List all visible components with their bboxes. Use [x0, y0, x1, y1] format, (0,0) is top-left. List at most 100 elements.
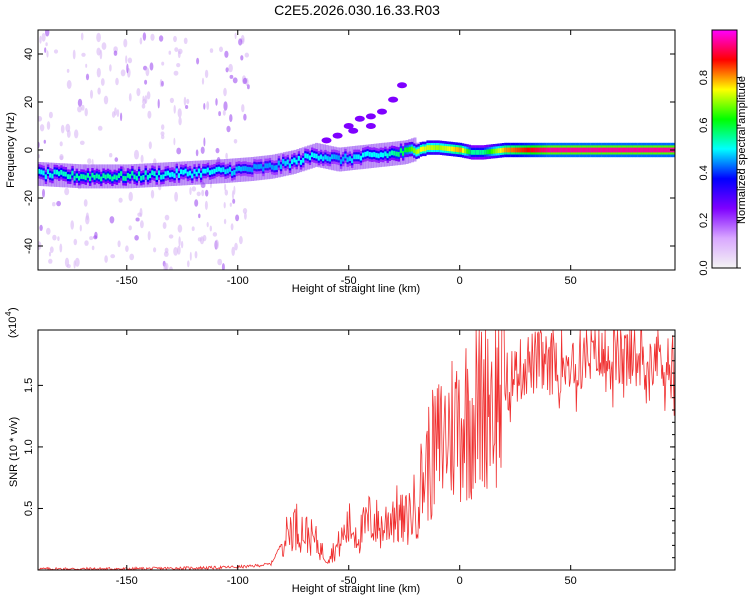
- track-cell: [368, 152, 372, 157]
- track-cell: [319, 154, 323, 160]
- track-cell: [386, 153, 389, 159]
- track-cell: [160, 174, 163, 180]
- noise-speck: [241, 104, 245, 113]
- track-cell: [590, 147, 594, 153]
- track-cell: [521, 147, 525, 153]
- noise-speck: [221, 263, 225, 270]
- track-cell: [264, 163, 267, 169]
- track-cell: [379, 152, 383, 158]
- chart-title: C2E5.2026.030.16.33.R03: [274, 2, 440, 18]
- track-cell: [577, 147, 580, 153]
- track-cell: [171, 172, 174, 177]
- colorbar-tick-label: 0.4: [698, 165, 710, 180]
- track-cell: [62, 171, 65, 177]
- noise-speck: [189, 251, 192, 261]
- noise-speck: [57, 236, 60, 242]
- track-cell: [519, 147, 522, 153]
- noise-speck: [238, 38, 243, 46]
- noise-speck: [134, 235, 139, 241]
- track-cell: [468, 149, 471, 155]
- track-cell: [630, 147, 633, 153]
- noise-speck: [177, 245, 181, 255]
- track-cell: [248, 167, 252, 172]
- track-cell: [204, 168, 207, 174]
- snr-exponent: (x10 4 ): [4, 307, 19, 338]
- track-cell: [348, 156, 352, 161]
- track-cell: [490, 149, 494, 154]
- noise-speck: [89, 236, 94, 241]
- track-cell: [461, 148, 465, 153]
- track-cell: [515, 147, 518, 153]
- noise-speck: [46, 227, 51, 235]
- track-cell: [42, 170, 45, 176]
- noise-speck: [90, 89, 93, 99]
- noise-speck: [164, 214, 170, 221]
- noise-speck: [233, 139, 238, 144]
- track-cell: [44, 174, 48, 180]
- track-cell: [393, 150, 396, 156]
- track-cell: [211, 169, 214, 175]
- track-cell: [137, 171, 141, 177]
- track-cell: [584, 147, 587, 153]
- noise-speck: [115, 77, 119, 86]
- noise-speck: [74, 129, 79, 139]
- track-cell: [273, 165, 276, 171]
- track-cell: [235, 166, 238, 172]
- track-cell: [173, 173, 176, 179]
- track-cell: [661, 147, 665, 153]
- track-cell: [399, 148, 403, 154]
- track-cell: [548, 147, 551, 153]
- track-cell: [663, 147, 667, 153]
- noise-speck: [161, 124, 165, 130]
- track-cell: [510, 147, 514, 153]
- track-cell: [484, 149, 487, 155]
- track-cell: [246, 166, 249, 172]
- track-cell: [93, 175, 96, 180]
- noise-speck: [136, 88, 141, 97]
- track-cell: [71, 170, 74, 176]
- colorbar-tick-label: 0.6: [698, 118, 710, 133]
- track-cell: [508, 147, 511, 153]
- track-cell: [486, 149, 489, 155]
- track-cell: [66, 174, 70, 179]
- branch-blob: [343, 123, 354, 129]
- track-cell: [86, 173, 90, 178]
- track-cell: [262, 166, 265, 172]
- noise-speck: [64, 257, 70, 268]
- track-cell: [621, 147, 625, 153]
- track-cell: [444, 145, 447, 151]
- track-cell: [552, 147, 556, 153]
- noise-speck: [229, 114, 233, 123]
- track-cell: [186, 171, 190, 177]
- noise-speck: [147, 231, 151, 241]
- track-cell: [169, 172, 172, 178]
- noise-speck: [144, 79, 148, 85]
- track-cell: [390, 150, 394, 156]
- track-cell: [382, 152, 385, 158]
- track-cell: [555, 147, 558, 153]
- track-cell: [570, 147, 574, 153]
- noise-speck: [139, 207, 143, 218]
- x-tick-label: -50: [341, 275, 357, 287]
- track-cell: [69, 174, 72, 180]
- noise-speck: [144, 95, 148, 104]
- noise-speck: [49, 246, 54, 253]
- track-cell: [255, 164, 258, 170]
- track-cell: [162, 174, 165, 180]
- noise-speck: [204, 69, 209, 79]
- track-cell: [579, 147, 582, 153]
- track-cell: [453, 146, 456, 152]
- noise-speck: [140, 154, 144, 163]
- noise-speck: [56, 200, 61, 207]
- noise-speck: [243, 113, 247, 121]
- track-cell: [344, 153, 347, 159]
- noise-speck: [116, 109, 120, 118]
- noise-speck: [38, 154, 41, 159]
- noise-speck: [242, 208, 248, 214]
- noise-speck: [197, 237, 202, 242]
- track-cell: [395, 151, 398, 157]
- noise-speck: [117, 240, 121, 248]
- noise-speck: [168, 50, 172, 55]
- track-cell: [626, 147, 629, 153]
- track-cell: [282, 159, 285, 164]
